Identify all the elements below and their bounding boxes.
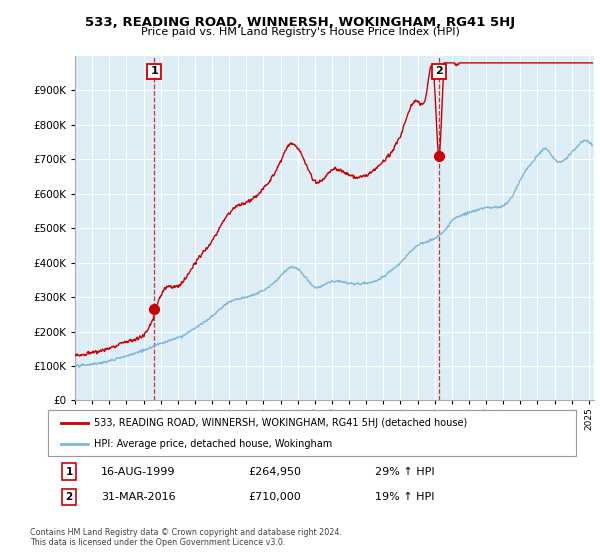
Text: £264,950: £264,950	[248, 466, 302, 477]
Text: £710,000: £710,000	[248, 492, 301, 502]
FancyBboxPatch shape	[48, 410, 576, 456]
Text: 1: 1	[150, 67, 158, 77]
Text: 533, READING ROAD, WINNERSH, WOKINGHAM, RG41 5HJ (detached house): 533, READING ROAD, WINNERSH, WOKINGHAM, …	[94, 418, 468, 428]
Text: 29% ↑ HPI: 29% ↑ HPI	[376, 466, 435, 477]
Text: 16-AUG-1999: 16-AUG-1999	[101, 466, 175, 477]
Text: 533, READING ROAD, WINNERSH, WOKINGHAM, RG41 5HJ: 533, READING ROAD, WINNERSH, WOKINGHAM, …	[85, 16, 515, 29]
Text: 2: 2	[435, 67, 443, 77]
Text: 19% ↑ HPI: 19% ↑ HPI	[376, 492, 435, 502]
Text: 31-MAR-2016: 31-MAR-2016	[101, 492, 175, 502]
Text: This data is licensed under the Open Government Licence v3.0.: This data is licensed under the Open Gov…	[30, 538, 286, 547]
Text: Price paid vs. HM Land Registry's House Price Index (HPI): Price paid vs. HM Land Registry's House …	[140, 27, 460, 37]
Text: Contains HM Land Registry data © Crown copyright and database right 2024.: Contains HM Land Registry data © Crown c…	[30, 528, 342, 536]
Text: HPI: Average price, detached house, Wokingham: HPI: Average price, detached house, Woki…	[94, 439, 333, 449]
Text: 1: 1	[65, 466, 73, 477]
Text: 2: 2	[65, 492, 73, 502]
